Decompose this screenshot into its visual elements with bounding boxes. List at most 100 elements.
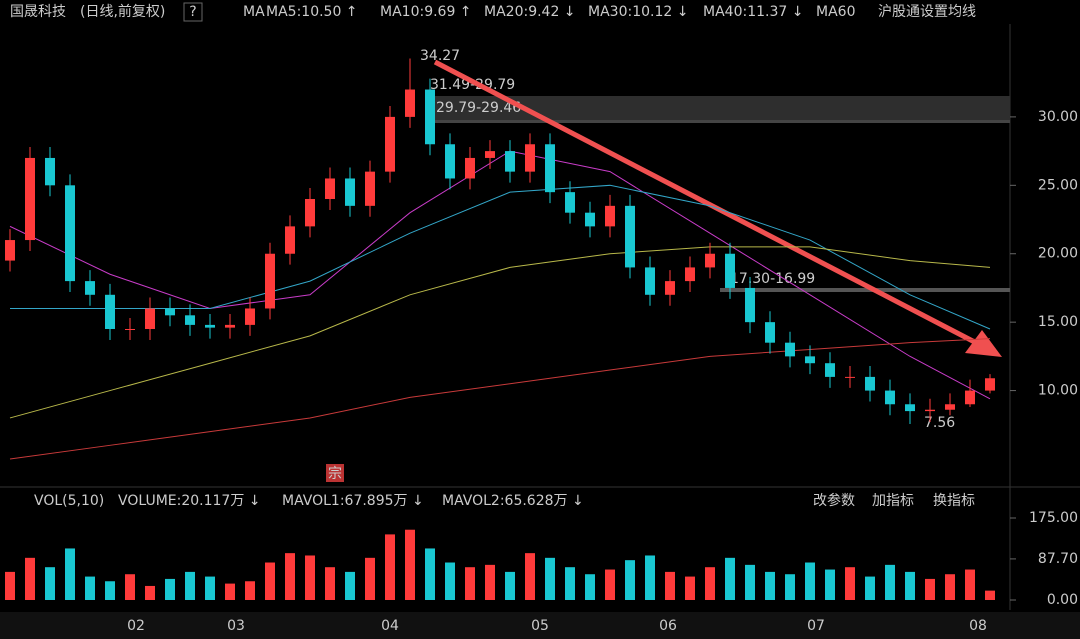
- y-tick-label: 20.00: [1038, 246, 1078, 262]
- indicator-button[interactable]: 改参数: [813, 492, 855, 509]
- volume-bar: [345, 571, 355, 600]
- volume-bar: [905, 571, 915, 600]
- band-label: 29.79-29.46: [436, 100, 521, 116]
- ma-value: MA5:10.50 ↑: [266, 4, 358, 20]
- candle-body: [765, 322, 775, 343]
- indicator-button[interactable]: 加指标: [872, 493, 914, 509]
- candle-body: [785, 342, 795, 357]
- ma-value: MA60: [816, 4, 855, 20]
- candle-body: [5, 240, 15, 261]
- volume-bar: [325, 567, 335, 600]
- volume-bar: [765, 571, 775, 600]
- candle-body: [825, 363, 835, 377]
- volume-bar: [405, 529, 415, 600]
- candle-body: [185, 315, 195, 325]
- volume-bar: [745, 564, 755, 600]
- volume-bar: [625, 560, 635, 600]
- candle-body: [805, 356, 815, 364]
- volume-bar: [245, 581, 255, 600]
- volume-bar: [125, 574, 135, 600]
- x-tick-label: 07: [807, 618, 825, 634]
- candle-body: [505, 151, 515, 172]
- y-tick-label: 175.00: [1029, 510, 1078, 526]
- trend-arrow: [433, 59, 992, 353]
- candle-body: [965, 390, 975, 405]
- volume-label: VOLUME:20.117万 ↓: [118, 493, 261, 509]
- time-axis-bg: [0, 612, 1080, 639]
- candle-body: [585, 212, 595, 227]
- volume-bar: [845, 567, 855, 600]
- volume-bar: [865, 576, 875, 600]
- volume-bar: [565, 567, 575, 600]
- volume-bar: [185, 571, 195, 600]
- volume-bar: [265, 562, 275, 600]
- volume-bar: [505, 571, 515, 600]
- ma-line: [10, 184, 991, 330]
- volume-bar: [605, 569, 615, 600]
- candle-body: [205, 324, 215, 328]
- candle-body: [125, 329, 135, 330]
- volume-bar: [365, 557, 375, 600]
- candle-body: [45, 157, 55, 186]
- volume-bar: [145, 585, 155, 600]
- tag-box: [326, 464, 344, 482]
- volume-bar: [725, 557, 735, 600]
- stock-name: 国晟科技: [10, 4, 66, 20]
- arrow-head: [965, 330, 1002, 357]
- volume-bar: [825, 569, 835, 600]
- candle-body: [745, 287, 755, 323]
- ma-value: MA20:9.42 ↓: [484, 4, 576, 20]
- indicator-button[interactable]: 换指标: [933, 492, 975, 509]
- volume-bar: [165, 578, 175, 600]
- candle-body: [425, 89, 435, 145]
- x-tick-label: 02: [127, 618, 145, 634]
- volume-bar: [525, 553, 535, 600]
- candle-body: [905, 404, 915, 412]
- volume-bar: [785, 574, 795, 600]
- candle-body: [685, 267, 695, 282]
- help[interactable]: ?: [189, 4, 196, 20]
- candle-body: [625, 205, 635, 268]
- candle-body: [85, 281, 95, 295]
- tag: 宗: [328, 466, 342, 482]
- high-label: 34.27: [420, 48, 460, 64]
- volume-bar: [645, 555, 655, 600]
- ma-line: [9, 246, 991, 419]
- y-tick-label: 0.00: [1047, 592, 1078, 608]
- y-tick-label: 25.00: [1038, 177, 1078, 193]
- candle-body: [465, 157, 475, 179]
- ma-value: MA40:11.37 ↓: [703, 4, 803, 20]
- band-label: 31.49-29.79: [430, 77, 515, 93]
- x-tick-label: 04: [381, 618, 399, 634]
- candle-body: [485, 151, 495, 158]
- candle-body: [525, 144, 535, 172]
- candle-body: [145, 308, 155, 329]
- x-tick-label: 05: [531, 618, 549, 634]
- connect: 沪股通: [878, 4, 920, 20]
- band-label: 17.30-16.99: [730, 271, 815, 287]
- candle-body: [65, 185, 75, 282]
- candle-body: [405, 89, 415, 117]
- candle-body: [225, 324, 235, 328]
- volume-bar: [805, 562, 815, 600]
- candle-body: [665, 281, 675, 295]
- candle-body: [885, 390, 895, 405]
- settings[interactable]: 设置均线: [920, 4, 976, 20]
- help-box[interactable]: [183, 2, 203, 22]
- candle-body: [165, 308, 175, 316]
- volume-bar: [945, 574, 955, 600]
- volume-bar: [65, 548, 75, 600]
- candle-body: [445, 144, 455, 179]
- vol-label: VOL(5,10): [34, 493, 104, 509]
- volume-bar: [225, 583, 235, 600]
- candle-body: [245, 308, 255, 325]
- candle-body: [285, 226, 295, 254]
- ma-line: [9, 338, 991, 460]
- low-label: 7.56: [924, 415, 955, 431]
- volume-bar: [85, 576, 95, 600]
- volume-bar: [425, 548, 435, 600]
- volume-bar: [45, 567, 55, 600]
